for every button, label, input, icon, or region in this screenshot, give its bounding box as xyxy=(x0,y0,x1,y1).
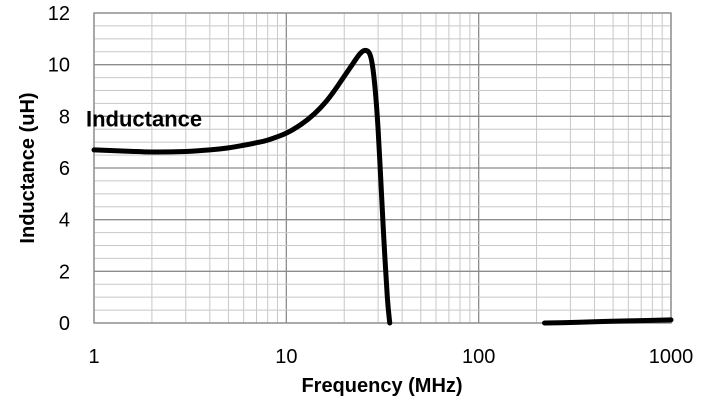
y-tick-label: 8 xyxy=(59,106,70,128)
y-tick-label: 0 xyxy=(59,313,70,335)
x-axis-title: Frequency (MHz) xyxy=(301,375,462,397)
y-axis-title: Inductance (uH) xyxy=(17,92,39,243)
x-tick-label: 10 xyxy=(275,346,297,368)
x-tick-labels: 1 10 100 1000 xyxy=(88,346,693,368)
y-tick-label: 2 xyxy=(59,261,70,283)
plot-frame xyxy=(93,12,672,324)
inductance-series-line xyxy=(542,317,674,326)
x-tick-label: 1000 xyxy=(649,346,694,368)
x-tick-label: 100 xyxy=(462,346,495,368)
y-tick-label: 12 xyxy=(48,3,70,25)
y-tick-label: 4 xyxy=(59,210,70,232)
grid xyxy=(93,12,672,324)
inductance-series-line xyxy=(91,47,393,326)
series-group xyxy=(91,47,674,326)
x-tick-label: 1 xyxy=(88,346,99,368)
y-tick-label: 6 xyxy=(59,158,70,180)
annotations: Inductance xyxy=(86,107,202,132)
y-tick-label: 10 xyxy=(48,55,70,77)
y-tick-labels: 0 2 4 6 8 10 12 xyxy=(48,3,70,335)
series-label-inductance: Inductance xyxy=(86,107,202,132)
